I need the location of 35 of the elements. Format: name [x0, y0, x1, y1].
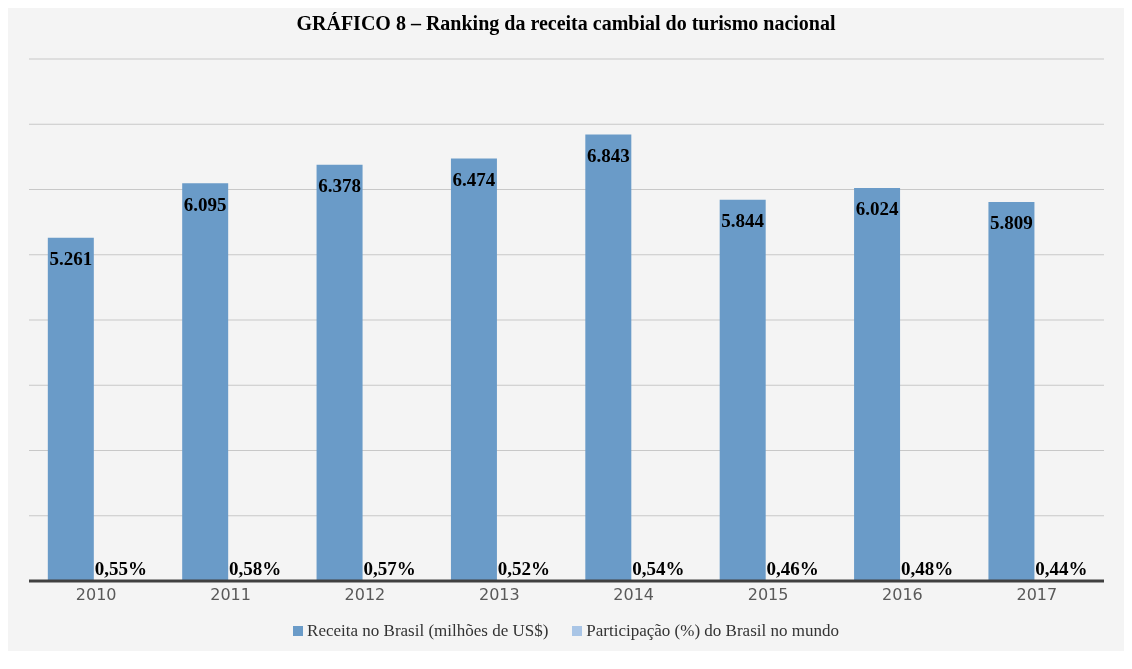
bar — [719, 199, 766, 581]
data-label: 5.844 — [721, 210, 765, 232]
bar — [854, 187, 901, 581]
legend-label: Participação (%) do Brasil no mundo — [585, 621, 839, 641]
x-tick-label: 2015 — [747, 585, 789, 605]
x-tick-label: 2016 — [882, 585, 923, 605]
chart-title: GRÁFICO 8 – Ranking da receita cambial do turismo nacional — [295, 11, 837, 37]
data-label: 0,55% — [94, 557, 147, 579]
data-label: 0,52% — [497, 557, 551, 579]
data-label: 6.474 — [452, 169, 496, 191]
data-label: 6.095 — [183, 193, 227, 215]
data-label: 6.378 — [318, 175, 361, 197]
data-label: 6.024 — [855, 198, 899, 220]
data-label: 0,58% — [229, 557, 282, 579]
x-tick-label: 2014 — [613, 585, 655, 605]
bar — [585, 134, 632, 581]
bar — [988, 201, 1035, 581]
data-label: 0,48% — [900, 557, 954, 579]
x-tick-label: 2017 — [1016, 585, 1058, 605]
bar — [316, 164, 363, 581]
data-label: 0,44% — [1035, 557, 1088, 579]
x-tick-label: 2013 — [478, 585, 520, 605]
data-label: 0,46% — [766, 557, 819, 579]
bar — [47, 237, 94, 581]
bar — [182, 183, 229, 581]
legend-label: Receita no Brasil (milhões de US$) — [306, 621, 549, 641]
data-label: 5.809 — [990, 212, 1033, 234]
bar — [450, 158, 497, 581]
x-tick-label: 2011 — [210, 585, 251, 605]
x-tick-label: 2012 — [344, 585, 386, 605]
data-label: 6.843 — [586, 144, 630, 166]
data-label: 5.261 — [49, 248, 93, 270]
data-label: 0,57% — [363, 557, 416, 579]
data-label: 0,54% — [632, 557, 685, 579]
x-tick-label: 2010 — [75, 585, 117, 605]
